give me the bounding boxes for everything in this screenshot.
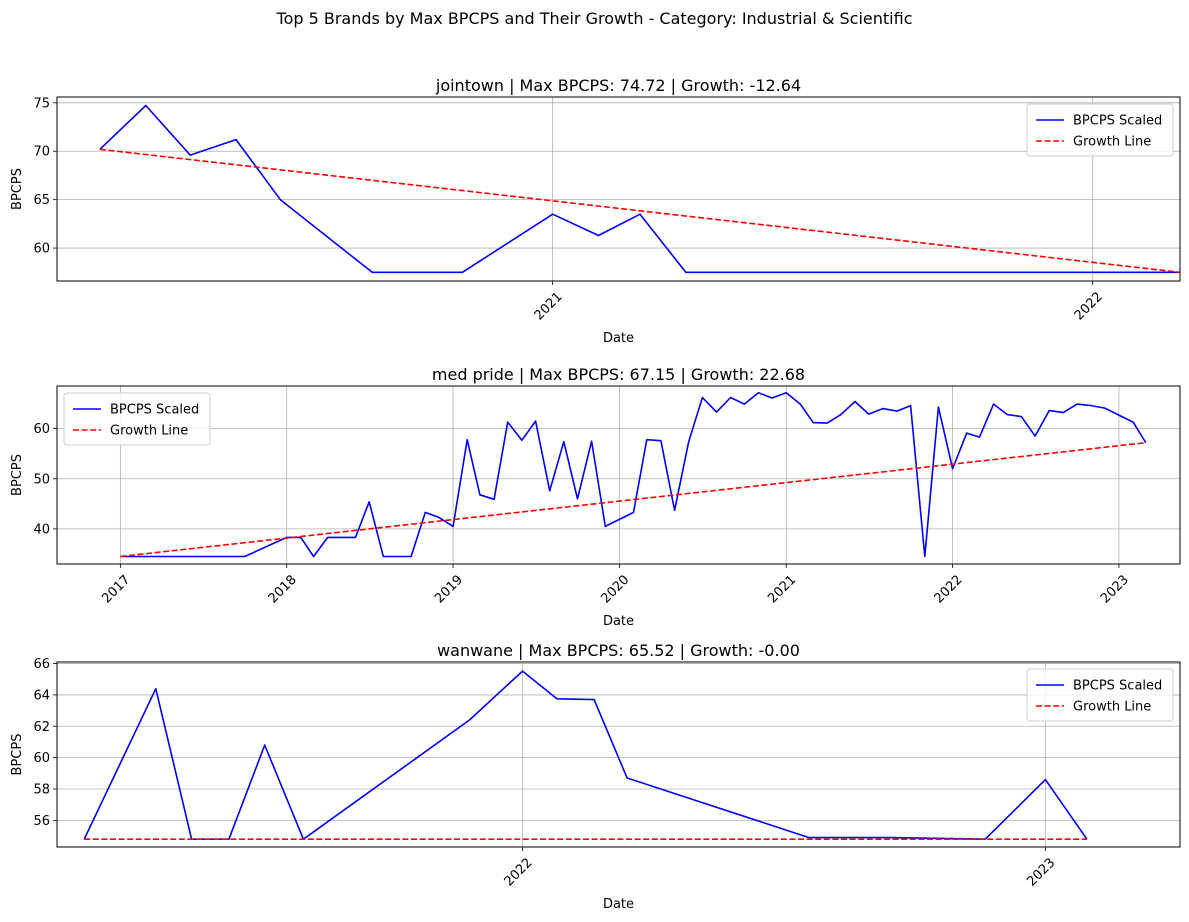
y-tick-label: 62 — [33, 720, 50, 735]
legend-box — [63, 392, 211, 446]
y-axis-label: BPCPS — [10, 734, 25, 776]
series-line-growth-line — [99, 148, 1181, 274]
y-tick-label: 65 — [33, 193, 50, 208]
y-tick-label: 60 — [33, 422, 50, 437]
x-axis-ticks: 2021 2022 — [532, 281, 1106, 323]
legend-label: Growth Line — [110, 424, 188, 439]
y-tick-label: 75 — [33, 96, 50, 111]
y-axis-label: BPCPS — [10, 168, 25, 210]
legend-box — [1026, 103, 1174, 157]
subplot-title: wanwane | Max BPCPS: 65.52 | Growth: -0.… — [437, 641, 800, 660]
y-axis-ticks: 56 58 60 62 64 66 — [33, 657, 57, 829]
legend: BPCPS Scaled Growth Line — [1026, 103, 1174, 157]
x-axis-ticks: 2022 2023 — [502, 847, 1058, 889]
y-tick-label: 66 — [33, 657, 50, 672]
x-axis-ticks: 2017 2018 2019 2020 2021 2022 2023 — [99, 564, 1132, 606]
y-tick-label: 50 — [33, 472, 50, 487]
series-line-bpcps-scaled — [83, 670, 1088, 841]
series-line-bpcps-scaled — [99, 104, 1180, 274]
x-tick-label: 2021 — [765, 572, 799, 606]
y-tick-label: 58 — [33, 782, 50, 797]
x-tick-label: 2022 — [1072, 289, 1106, 323]
legend-label: Growth Line — [1073, 135, 1151, 150]
x-tick-label: 2017 — [99, 572, 133, 606]
y-tick-label: 60 — [33, 242, 50, 257]
legend-label: BPCPS Scaled — [1073, 679, 1162, 694]
x-axis-label: Date — [603, 614, 634, 629]
series-line-bpcps-scaled — [120, 391, 1147, 558]
x-tick-label: 2022 — [932, 572, 966, 606]
subplot-title: jointown | Max BPCPS: 74.72 | Growth: -1… — [435, 76, 801, 95]
legend-label: BPCPS Scaled — [1073, 114, 1162, 129]
legend: BPCPS Scaled Growth Line — [63, 392, 211, 446]
x-tick-label: 2019 — [432, 572, 466, 606]
y-tick-label: 60 — [33, 751, 50, 766]
axes-frame — [56, 661, 1181, 848]
series-lines — [120, 391, 1147, 558]
x-tick-label: 2018 — [266, 572, 300, 606]
x-tick-label: 2023 — [1024, 855, 1058, 889]
legend-box — [1026, 668, 1174, 722]
axes-frame — [56, 96, 1181, 282]
y-axis-label: BPCPS — [10, 454, 25, 496]
legend-label: Growth Line — [1073, 700, 1151, 715]
figure-suptitle: Top 5 Brands by Max BPCPS and Their Grow… — [276, 9, 913, 28]
y-axis-ticks: 60 65 70 75 — [33, 96, 57, 257]
x-axis-label: Date — [603, 897, 634, 912]
x-tick-label: 2022 — [502, 855, 536, 889]
legend-label: BPCPS Scaled — [110, 403, 199, 418]
subplot-med-pride: 40 50 60 2017 2018 2019 2020 2021 2022 2023 med … — [10, 365, 1181, 629]
grid — [57, 662, 1180, 847]
y-tick-label: 56 — [33, 814, 50, 829]
subplot-wanwane: 56 58 60 62 64 66 2022 2023 wanwane | Max BPCP… — [10, 641, 1181, 912]
y-tick-label: 64 — [33, 688, 50, 703]
x-tick-label: 2020 — [598, 572, 632, 606]
y-axis-ticks: 40 50 60 — [33, 422, 57, 537]
legend: BPCPS Scaled Growth Line — [1026, 668, 1174, 722]
x-tick-label: 2021 — [532, 289, 566, 323]
y-tick-label: 70 — [33, 145, 50, 160]
x-axis-label: Date — [603, 331, 634, 346]
grid — [57, 386, 1180, 564]
series-lines — [99, 104, 1181, 274]
subplot-jointown: 60 65 70 75 2021 2022 jointown | Max BPCPS: … — [10, 76, 1181, 346]
axes-frame — [56, 385, 1181, 565]
y-tick-label: 40 — [33, 522, 50, 537]
x-tick-label: 2023 — [1098, 572, 1132, 606]
series-line-growth-line — [120, 441, 1146, 558]
series-lines — [83, 670, 1088, 841]
subplot-title: med pride | Max BPCPS: 67.15 | Growth: 2… — [432, 365, 805, 384]
